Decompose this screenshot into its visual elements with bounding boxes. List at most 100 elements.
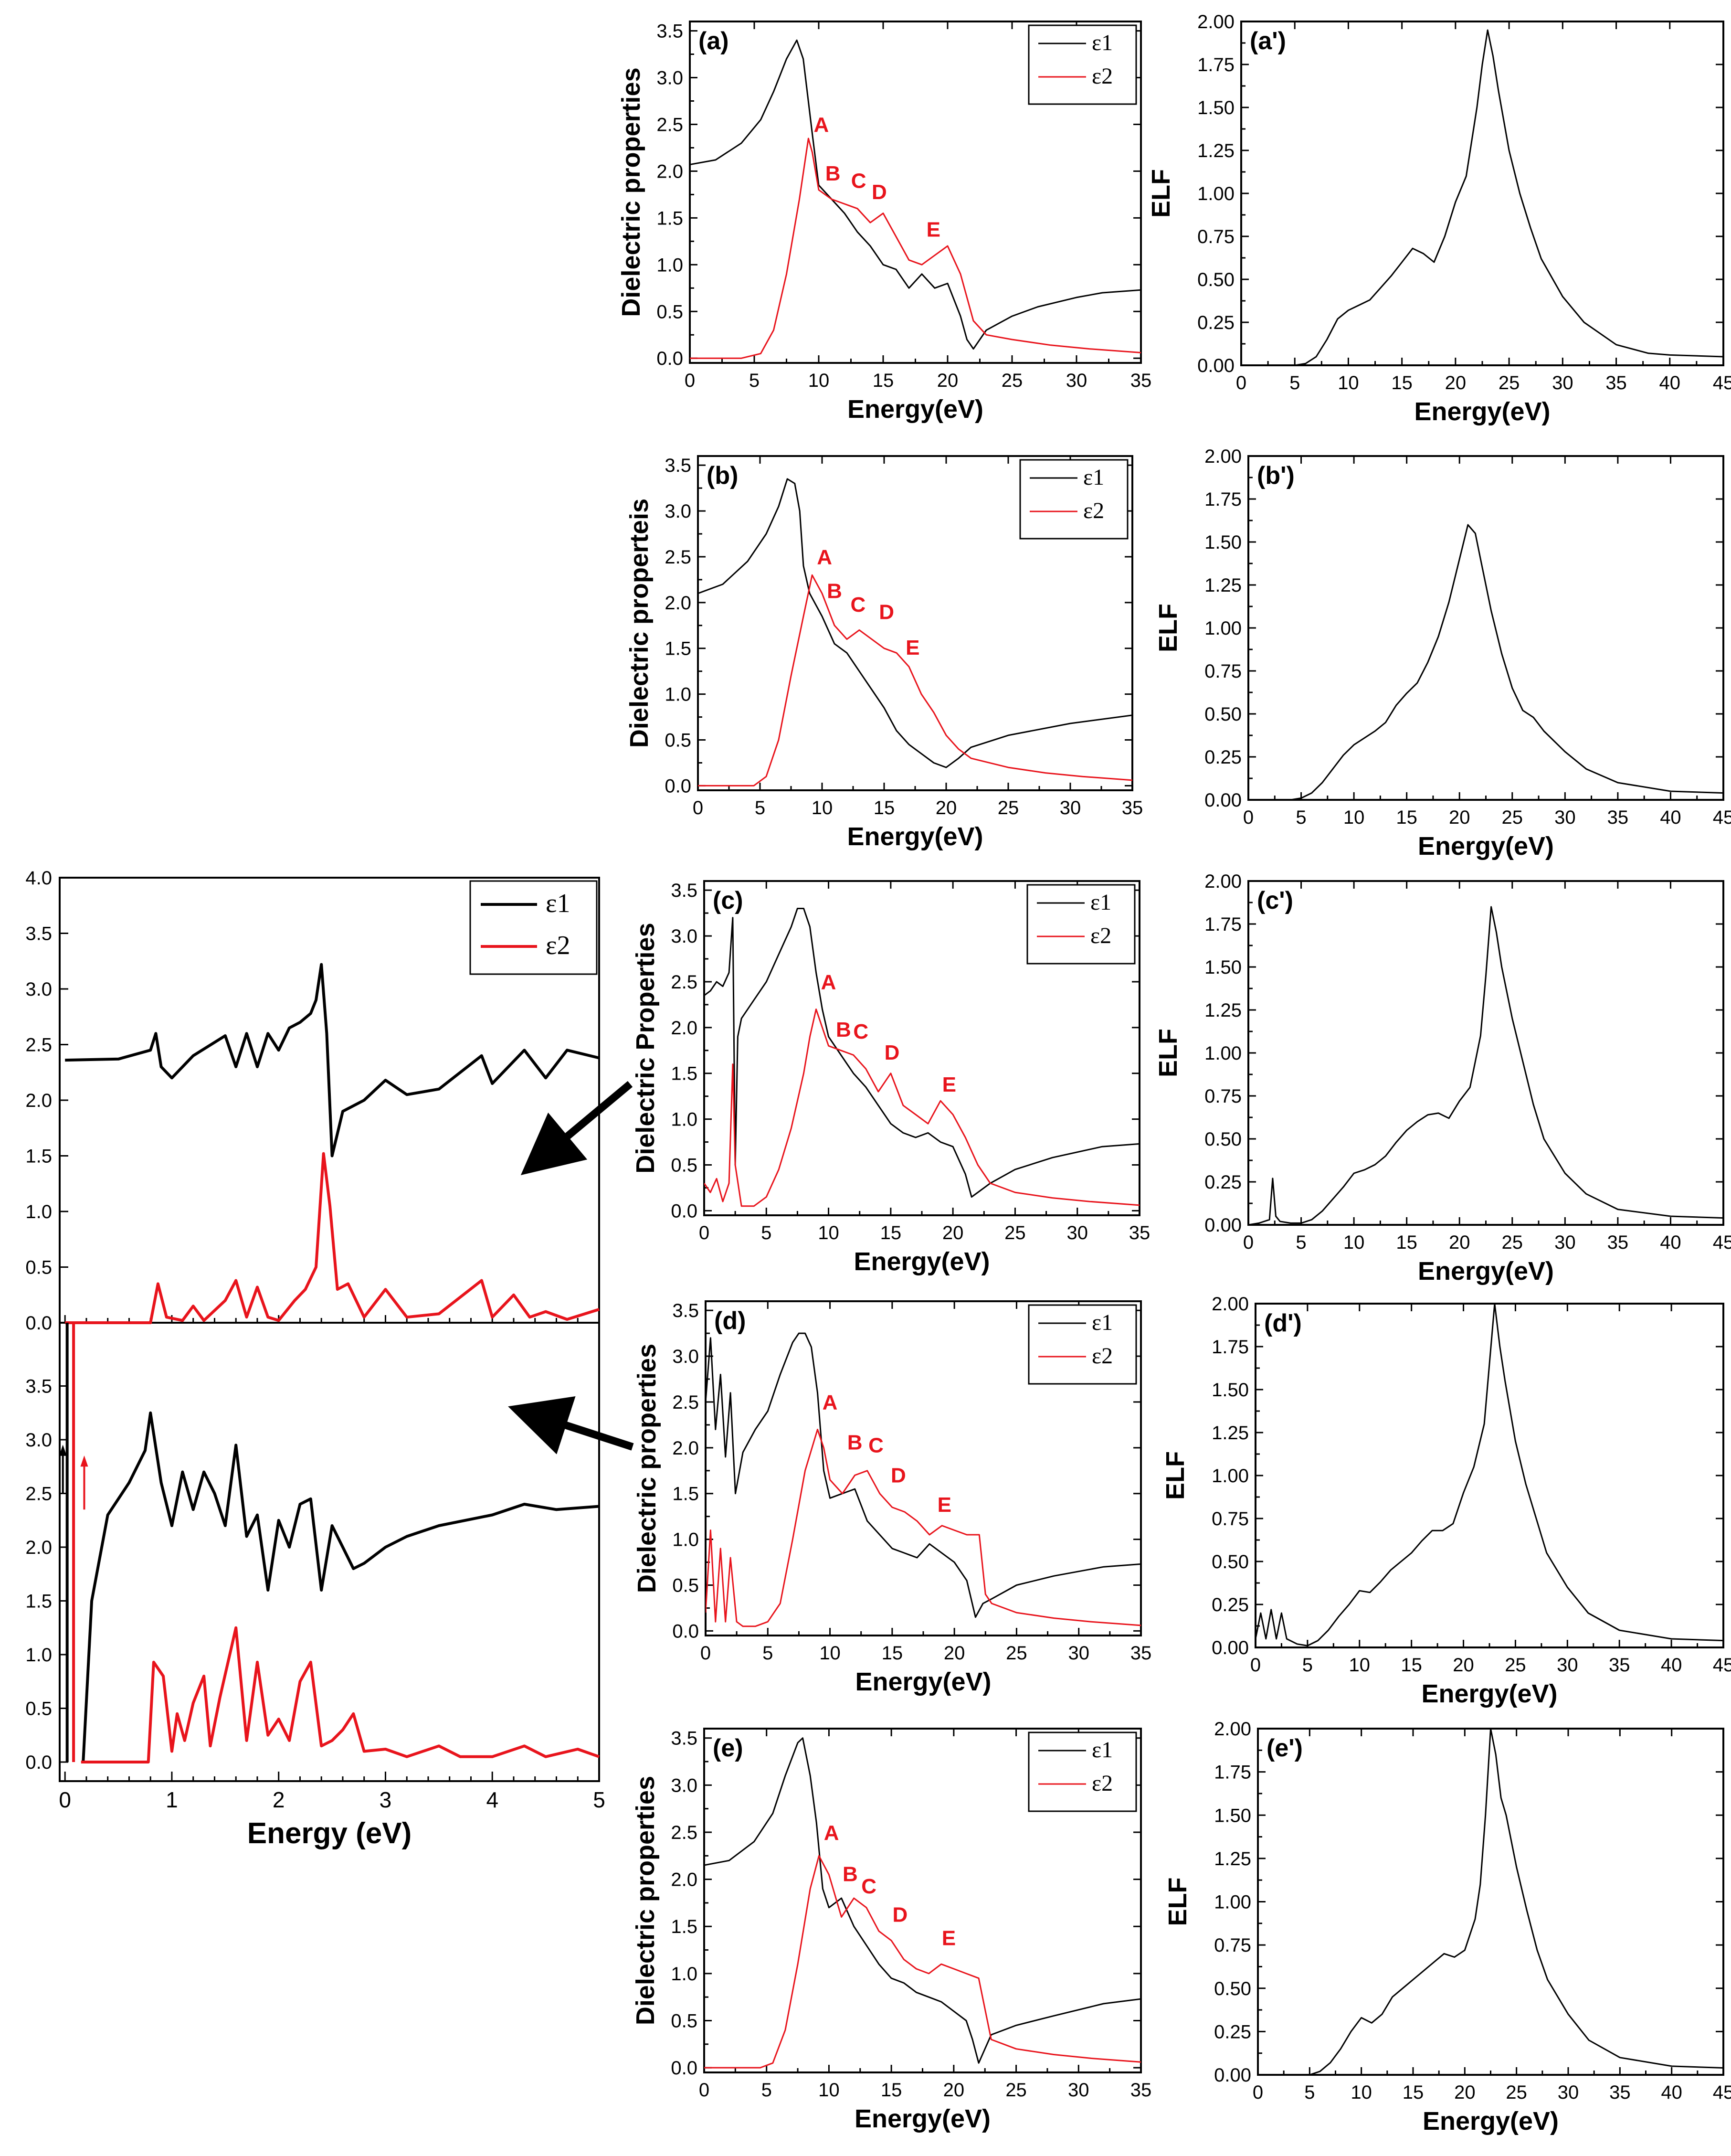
inset-top-ytick-label: 1.5 — [25, 1146, 52, 1167]
panel-a2-label: (a') — [1250, 27, 1286, 55]
panel-a2-xtick-label: 10 — [1338, 372, 1359, 393]
panel-d-legend-label: ε1 — [1092, 1310, 1113, 1335]
panel-e-ytick-label: 3.0 — [671, 1775, 697, 1796]
panel-d2-ytick-label: 0.75 — [1212, 1508, 1249, 1529]
panel-a-xtick-label: 0 — [685, 370, 695, 391]
panel-c2-ytick-label: 1.50 — [1204, 957, 1242, 978]
panel-d2-ytick-label: 1.75 — [1212, 1337, 1249, 1358]
panel-d-peak-label: C — [868, 1434, 884, 1457]
panel-b2-series-elf-line — [1248, 524, 1723, 800]
inset-eps1-up-arrowhead — [59, 1444, 67, 1456]
panel-e-xtick-label: 25 — [1005, 2080, 1027, 2101]
panel-d-series-eps2-line — [706, 1429, 1141, 1627]
panel-a-ytick-label: 2.0 — [656, 161, 683, 182]
panel-e-xtick-label: 10 — [818, 2080, 840, 2101]
panel-a-ylabel: Dielectric properties — [617, 67, 645, 317]
inset-top-ytick-label: 1.0 — [25, 1201, 52, 1222]
panel-d2-series-elf-line — [1256, 1304, 1723, 1646]
panel-e-ytick-label: 1.0 — [671, 1964, 697, 1985]
panel-d-xtick-label: 15 — [882, 1643, 903, 1664]
inset-xlabel: Energy (eV) — [247, 1817, 412, 1850]
panel-c-xtick-label: 0 — [699, 1222, 709, 1243]
panel-e-peak-label: A — [824, 1821, 839, 1845]
panel-a-legend-label: ε1 — [1092, 30, 1113, 55]
panel-b-peak-label: C — [851, 593, 866, 616]
panel-e2-xtick-label: 30 — [1558, 2082, 1579, 2103]
panel-c2-ytick-label: 1.75 — [1204, 914, 1242, 935]
inset-legend-box — [469, 880, 598, 975]
panel-d-xtick-label: 20 — [944, 1643, 965, 1664]
panel-d2-frame — [1255, 1303, 1724, 1648]
panel-e-xlabel: Energy(eV) — [855, 2104, 991, 2133]
inset-xtick-label: 1 — [166, 1787, 178, 1812]
panel-c-peak-label: E — [942, 1073, 956, 1096]
panel-e-xtick-label: 35 — [1130, 2080, 1152, 2101]
inset-top-ytick-label: 2.5 — [25, 1035, 52, 1056]
panel-a2-xtick-label: 25 — [1499, 372, 1520, 393]
inset-xtick-label: 4 — [486, 1787, 498, 1812]
panel-a2-xtick-label: 40 — [1659, 372, 1681, 393]
panel-c2-xtick-label: 10 — [1343, 1232, 1365, 1253]
panel-d-xtick-label: 25 — [1006, 1643, 1027, 1664]
panel-d2: 0 5 10 15 20 25 30 35 40 45 0.00 0.25 0.50 0.75 1.00 1.… — [1161, 1294, 1731, 1708]
panel-c-xtick-label: 20 — [942, 1222, 964, 1243]
panel-e-ytick-label: 0.5 — [671, 2011, 697, 2032]
panel-c2-xtick-label: 35 — [1607, 1232, 1629, 1253]
panel-d2-ytick-label: 1.25 — [1212, 1423, 1249, 1444]
panel-a2-series-elf-line — [1241, 29, 1723, 365]
panel-a-ytick-label: 3.0 — [656, 68, 683, 89]
panel-d-xtick-label: 10 — [819, 1643, 841, 1664]
panel-d2-label: (d') — [1264, 1309, 1302, 1337]
panel-a-peak-label: B — [825, 162, 841, 185]
panel-c: 0 5 10 15 20 25 30 35 0.0 0.5 1.0 1.5 2.0 2.5 3.0 3.5 (c… — [631, 880, 1150, 1276]
panel-d2-xtick-label: 25 — [1505, 1655, 1526, 1676]
panel-b2-ytick-label: 1.25 — [1204, 575, 1242, 596]
panel-c-ytick-label: 3.5 — [671, 880, 697, 901]
panel-e-xtick-label: 5 — [761, 2080, 772, 2101]
panel-d-xtick-label: 0 — [700, 1643, 711, 1664]
panel-a-peak-label: A — [814, 113, 829, 137]
panel-e2-ytick-label: 2.00 — [1214, 1719, 1251, 1740]
panel-b2-ytick-label: 0.00 — [1204, 790, 1242, 811]
panel-a: 0 5 10 15 20 25 30 35 0.0 0.5 1.0 1.5 2.0 2.5 3.0 3.5 (a… — [617, 21, 1151, 424]
panel-d-ylabel: Dielectric properties — [633, 1344, 661, 1593]
inset-bottom-frame — [59, 1322, 600, 1782]
panel-b-xlabel: Energy(eV) — [847, 822, 983, 851]
panel-c-ytick-label: 2.5 — [671, 972, 697, 993]
panel-b2-xtick-label: 25 — [1502, 807, 1523, 828]
panel-c-xlabel: Energy(eV) — [854, 1247, 990, 1276]
panel-a-peak-label: D — [872, 181, 887, 204]
panel-c-peak-label: B — [836, 1018, 851, 1041]
panel-e-xtick-label: 20 — [943, 2080, 965, 2101]
panel-c-ytick-label: 0.5 — [671, 1155, 697, 1176]
panel-d2-xtick-label: 15 — [1401, 1655, 1422, 1676]
inset-xtick-label: 5 — [593, 1787, 605, 1812]
inset-top-series-eps1-line — [65, 963, 600, 1158]
panel-c2-plot-area — [1248, 906, 1723, 1225]
panel-b2-xtick-label: 35 — [1607, 807, 1629, 828]
panel-a-plot-area — [690, 39, 1141, 359]
panel-inset: 0.0 0.5 1.0 1.5 2.0 2.5 3.0 3.5 4.0 0.0 0.5 1.0 1.5 2… — [25, 868, 605, 1850]
panel-c-ylabel: Dielectric Properties — [631, 923, 660, 1173]
panel-e2-ylabel: ELF — [1163, 1878, 1192, 1926]
panel-b2-xtick-label: 45 — [1713, 807, 1731, 828]
panel-e2: 0 5 10 15 20 25 30 35 40 45 0.00 0.25 0.50 0.75 1.00 1.… — [1163, 1719, 1731, 2135]
panel-c-ytick-label: 1.5 — [671, 1063, 697, 1084]
panel-e-ytick-label: 2.0 — [671, 1869, 697, 1890]
panel-e2-xtick-label: 10 — [1351, 2082, 1372, 2103]
panel-d-legend-box — [1028, 1304, 1137, 1385]
panel-b-peak-label: A — [817, 545, 832, 569]
panel-b-xtick-label: 35 — [1122, 797, 1143, 818]
panel-c2-xtick-label: 30 — [1554, 1232, 1576, 1253]
panel-d2-plot-area — [1256, 1304, 1723, 1646]
panel-c-xtick-label: 25 — [1004, 1222, 1026, 1243]
inset-top-ytick-label: 4.0 — [25, 868, 52, 889]
inset-bottom-ytick-label: 1.5 — [25, 1591, 52, 1612]
panel-d-peak-label: A — [823, 1391, 838, 1414]
panel-c2-series-elf-line — [1248, 906, 1723, 1225]
panel-b2-ytick-label: 0.50 — [1204, 704, 1242, 725]
panel-c2-ytick-label: 0.75 — [1204, 1086, 1242, 1107]
panel-c-peak-label: D — [885, 1041, 900, 1064]
panel-a-legend-label: ε2 — [1092, 64, 1113, 89]
